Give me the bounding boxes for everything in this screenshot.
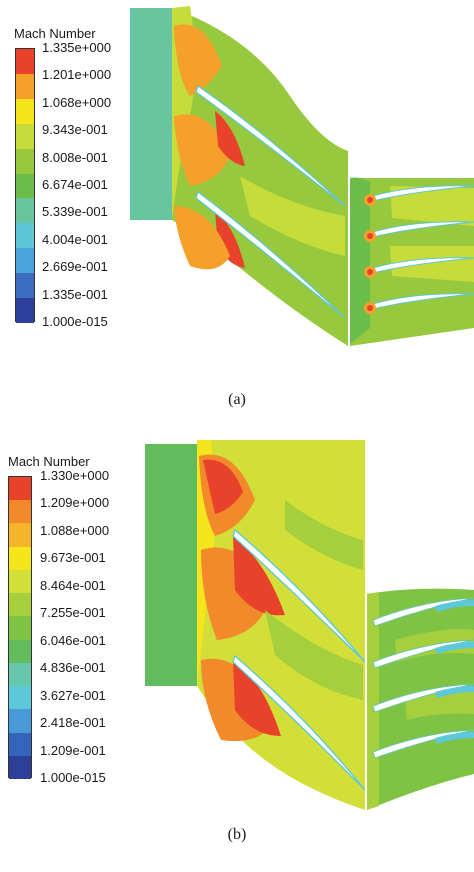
inlet-region-b — [145, 444, 197, 686]
high-mach-region-1-a — [174, 24, 222, 96]
stator-blade-2-b — [232, 654, 366, 791]
legend-swatch — [9, 639, 31, 664]
legend-label: 2.669e-001 — [42, 259, 108, 275]
legend-swatch — [16, 98, 34, 125]
legend-swatch — [16, 173, 34, 199]
inlet-region-a — [130, 8, 172, 220]
caption-a: (a) — [228, 391, 246, 408]
rotor-blades-b — [372, 597, 474, 759]
high-mach-region-2-a — [174, 114, 230, 186]
legend-swatch — [9, 523, 31, 548]
legend-swatch — [9, 709, 31, 734]
contour-panel-a: Mach Number 1.335e+000 1.201e+000 1.068e+0… — [0, 0, 474, 420]
stator-passage-a — [172, 8, 348, 346]
legend-swatch — [9, 732, 31, 757]
legend-swatch — [16, 148, 34, 175]
stator-blade-1-b — [232, 528, 366, 663]
stator-blade-2-a — [195, 191, 346, 319]
legend-label: 4.004e-001 — [42, 231, 108, 247]
legend-label: 8.464e-001 — [40, 577, 106, 593]
legend-label: 4.836e-001 — [40, 660, 106, 676]
legend-label: 9.673e-001 — [40, 550, 106, 566]
legend-swatch — [16, 198, 34, 224]
legend-swatch — [9, 662, 31, 687]
caption-b: (b) — [227, 826, 247, 843]
legend-title-a: Mach Number — [14, 26, 96, 41]
legend-swatch — [9, 686, 31, 710]
legend-swatch — [16, 248, 34, 274]
legend-swatch — [9, 755, 31, 780]
peak-mach-region-1-b — [203, 459, 243, 514]
legend-swatch — [9, 569, 31, 594]
legend-label: 1.335e-001 — [42, 286, 108, 302]
legend-swatch — [9, 593, 31, 617]
legend-swatch — [16, 298, 34, 324]
legend-label: 8.008e-001 — [42, 149, 108, 165]
legend-label: 1.209e-001 — [40, 742, 106, 758]
legend-label: 5.339e-001 — [42, 204, 108, 220]
legend-label: 3.627e-001 — [40, 687, 106, 703]
legend-swatch — [16, 49, 34, 75]
legend-label: 1.209e+000 — [40, 495, 110, 511]
legend-label: 1.088e+000 — [40, 522, 110, 538]
legend-swatch — [16, 73, 34, 100]
peak-mach-region-2-b — [233, 536, 285, 616]
mach-contour-field-a — [130, 6, 474, 346]
legend-label: 9.343e-001 — [42, 122, 108, 138]
legend-swatch — [9, 546, 31, 571]
legend-label: 7.255e-001 — [40, 605, 106, 621]
legend-label: 1.000e-015 — [40, 770, 106, 785]
legend-swatch — [9, 477, 31, 501]
color-legend-b — [8, 476, 32, 780]
contour-panel-b: Mach Number 1.330e+000 1.209e+000 1.088e+0… — [0, 436, 474, 872]
peak-mach-region-1-a — [215, 111, 245, 166]
legend-swatch — [9, 616, 31, 641]
legend-swatch — [16, 123, 34, 150]
legend-swatch — [16, 223, 34, 249]
legend-label: 1.330e+000 — [40, 468, 110, 483]
legend-swatch — [16, 273, 34, 299]
legend-title-b: Mach Number — [8, 454, 90, 469]
legend-label: 1.068e+000 — [42, 94, 112, 110]
legend-label: 1.201e+000 — [42, 67, 112, 83]
legend-label: 6.046e-001 — [40, 632, 106, 648]
legend-label: 6.674e-001 — [42, 177, 108, 192]
legend-label: 1.000e-015 — [42, 314, 108, 329]
legend-label: 1.335e+000 — [42, 40, 112, 55]
legend-label: 2.418e-001 — [40, 715, 106, 731]
color-legend-a — [15, 48, 35, 324]
legend-swatch — [9, 500, 31, 524]
mach-contour-field-b — [145, 440, 474, 810]
stator-blade-1-a — [195, 85, 346, 207]
